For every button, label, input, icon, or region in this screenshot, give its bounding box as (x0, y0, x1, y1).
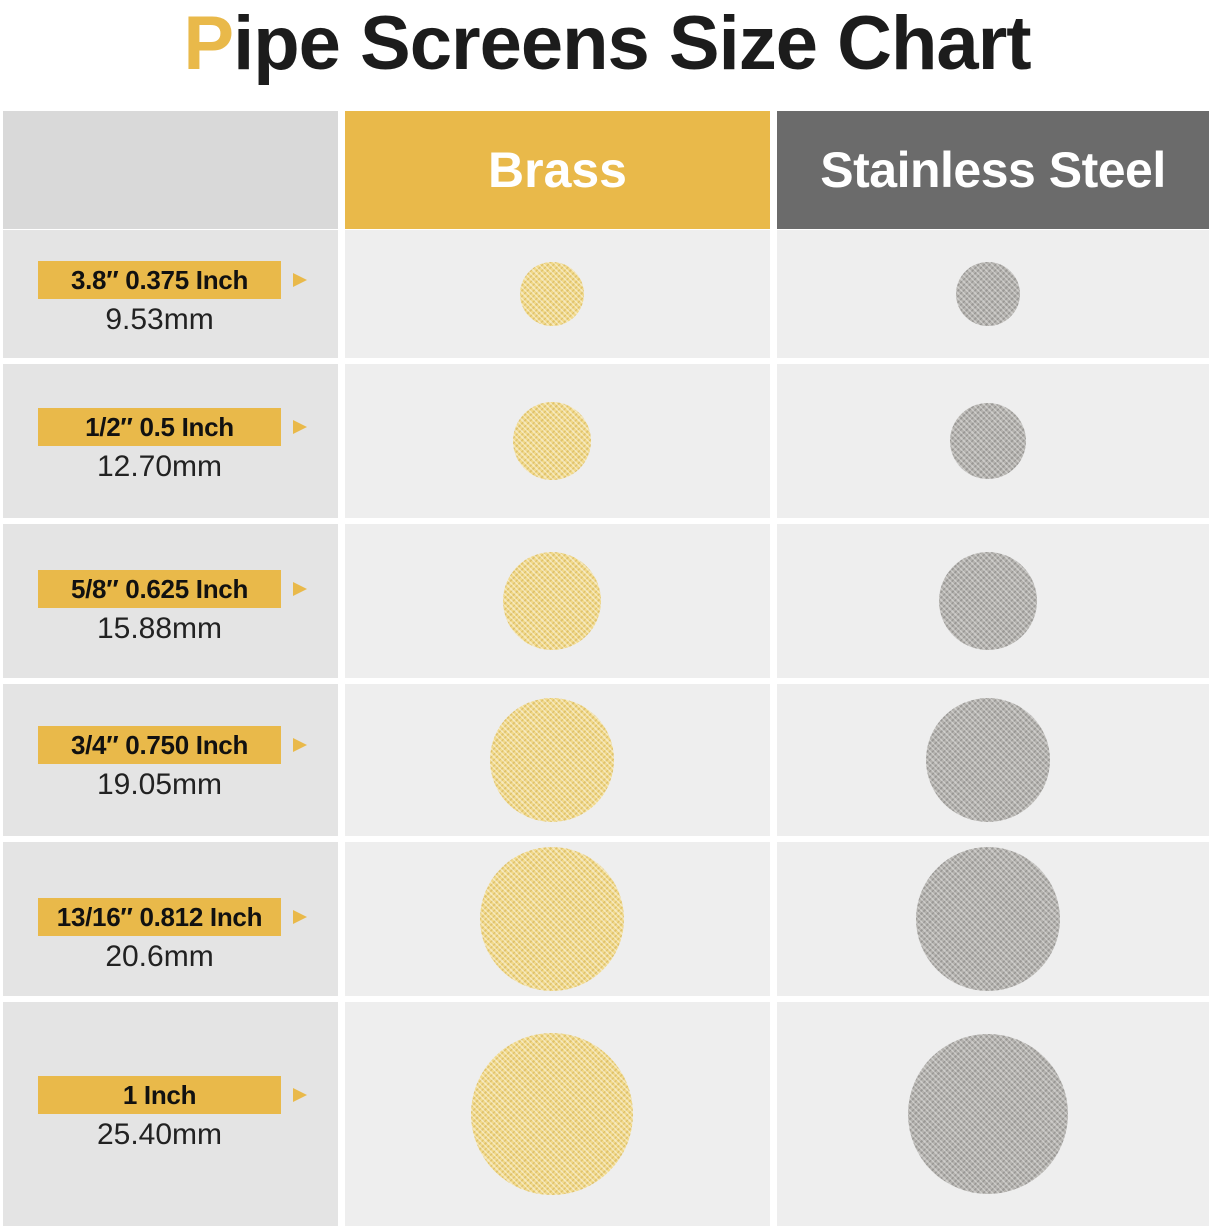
header-blank (3, 111, 338, 229)
size-label-cell: 1/2″ 0.5 Inch 12.70mm (3, 364, 338, 518)
brass-screen-image (520, 262, 584, 326)
size-label-cell: 3/4″ 0.750 Inch 19.05mm (3, 684, 338, 836)
steel-screen-image (939, 552, 1037, 650)
brass-screen-image (490, 698, 614, 822)
inch-size-tag: 3/4″ 0.750 Inch (38, 726, 281, 764)
mm-size: 15.88mm (96, 612, 223, 645)
size-label-cell: 13/16″ 0.812 Inch 20.6mm (3, 842, 338, 996)
title-rest: ipe Screens Size Chart (233, 1, 1031, 86)
brass-cell (345, 684, 770, 836)
mm-size: 20.6mm (105, 940, 214, 973)
header-stainless-steel: Stainless Steel (777, 111, 1209, 229)
steel-cell (777, 1002, 1209, 1226)
steel-cell (777, 684, 1209, 836)
arrow-right-icon (293, 420, 307, 434)
brass-screen-image (480, 847, 624, 991)
brass-screen-image (503, 552, 601, 650)
inch-size-tag: 1/2″ 0.5 Inch (38, 408, 281, 446)
brass-cell (345, 364, 770, 518)
size-label-cell: 1 Inch 25.40mm (3, 1002, 338, 1226)
inch-size-tag: 13/16″ 0.812 Inch (38, 898, 281, 936)
size-label-cell: 5/8″ 0.625 Inch 15.88mm (3, 524, 338, 678)
steel-screen-image (908, 1034, 1068, 1194)
inch-size-tag: 5/8″ 0.625 Inch (38, 570, 281, 608)
brass-cell (345, 524, 770, 678)
arrow-right-icon (293, 738, 307, 752)
mm-size: 9.53mm (105, 303, 214, 336)
header-brass: Brass (345, 111, 770, 229)
steel-cell (777, 230, 1209, 358)
brass-cell (345, 230, 770, 358)
brass-screen-image (471, 1033, 633, 1195)
inch-size-tag: 3.8″ 0.375 Inch (38, 261, 281, 299)
page-title: Pipe Screens Size Chart (0, 4, 1214, 104)
steel-cell (777, 364, 1209, 518)
inch-size-tag: 1 Inch (38, 1076, 281, 1114)
mm-size: 12.70mm (96, 450, 223, 483)
brass-cell (345, 1002, 770, 1226)
steel-screen-image (956, 262, 1020, 326)
arrow-right-icon (293, 910, 307, 924)
arrow-right-icon (293, 1088, 307, 1102)
title-first-letter: P (183, 1, 234, 86)
size-label-cell: 3.8″ 0.375 Inch 9.53mm (3, 230, 338, 358)
steel-screen-image (916, 847, 1060, 991)
mm-size: 19.05mm (96, 768, 223, 801)
arrow-right-icon (293, 273, 307, 287)
brass-cell (345, 842, 770, 996)
steel-cell (777, 842, 1209, 996)
steel-screen-image (950, 403, 1026, 479)
brass-screen-image (513, 402, 591, 480)
steel-screen-image (926, 698, 1050, 822)
arrow-right-icon (293, 582, 307, 596)
mm-size: 25.40mm (96, 1118, 223, 1151)
steel-cell (777, 524, 1209, 678)
